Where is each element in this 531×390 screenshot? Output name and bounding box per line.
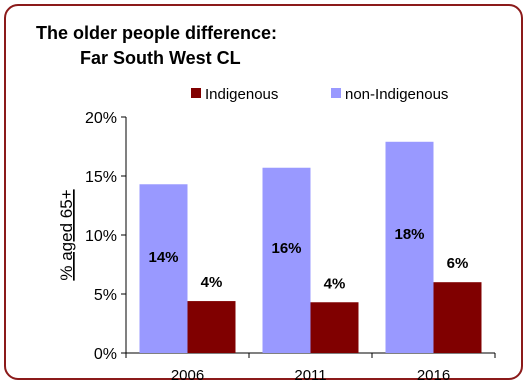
legend-swatch-indigenous	[191, 88, 201, 98]
data-label: 14%	[148, 249, 178, 266]
legend: Indigenous non-Indigenous	[191, 86, 448, 103]
x-tick-label: 2011	[294, 367, 326, 384]
legend-label-indigenous: Indigenous	[205, 86, 278, 103]
y-tick-label: 15%	[85, 169, 117, 186]
bar	[187, 301, 236, 353]
y-tick-label: 10%	[85, 228, 117, 245]
bar	[385, 141, 434, 353]
x-tick-label: 2016	[417, 367, 450, 384]
data-label: 18%	[394, 226, 424, 243]
legend-swatch-non-indigenous	[331, 88, 341, 98]
legend-label-non-indigenous: non-Indigenous	[345, 86, 448, 103]
data-label: 16%	[271, 240, 301, 257]
plot-area: 0% 5% 10% 15% 20% 2006 14% 4% 2011 16% 4% 2016 18% 6%	[85, 110, 496, 384]
y-tick-label: 20%	[85, 110, 117, 127]
data-label: 4%	[324, 275, 346, 292]
data-label: 6%	[447, 255, 469, 272]
y-axis-label: % aged 65+	[57, 189, 76, 280]
x-tick-label: 2006	[171, 367, 204, 384]
y-tick-label: 0%	[94, 346, 117, 363]
data-label: 4%	[201, 274, 223, 291]
bar	[262, 167, 311, 353]
chart-title-line-1: The older people difference:	[36, 23, 277, 43]
bar	[433, 282, 482, 353]
bar	[310, 302, 359, 353]
chart-title-line-2: Far South West CL	[80, 48, 241, 68]
y-tick-label: 5%	[94, 287, 117, 304]
bar	[139, 184, 188, 353]
